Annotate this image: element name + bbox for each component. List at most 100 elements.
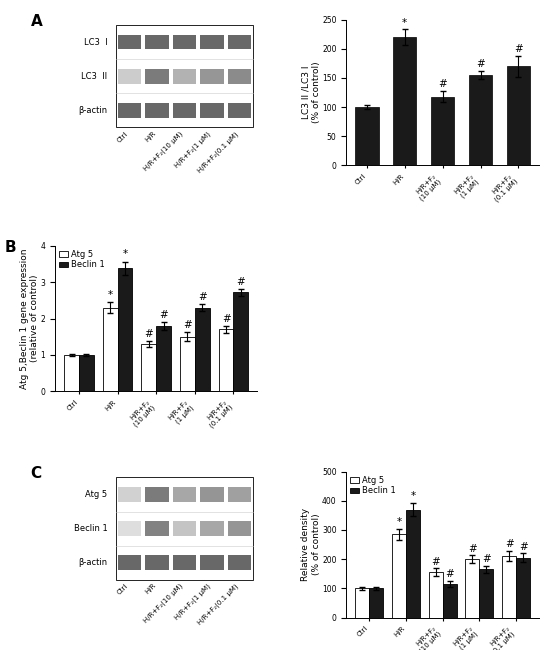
Bar (173, 521, 196, 536)
Bar (480, 569, 493, 618)
Bar (173, 103, 196, 118)
Bar (118, 103, 141, 118)
Bar (118, 70, 141, 84)
Bar (173, 70, 196, 84)
Bar (141, 344, 156, 391)
Text: Atg 5: Atg 5 (85, 490, 108, 499)
Bar (369, 588, 383, 618)
Text: LC3  I: LC3 I (84, 38, 108, 47)
Legend: Atg 5, Beclin 1: Atg 5, Beclin 1 (59, 250, 104, 269)
Text: A: A (31, 14, 42, 29)
Text: #: # (222, 314, 230, 324)
Bar (200, 555, 224, 569)
Bar (118, 555, 141, 569)
Bar (228, 521, 251, 536)
Bar (393, 37, 416, 165)
Text: β-actin: β-actin (79, 558, 108, 567)
Text: *: * (396, 517, 402, 527)
Bar (228, 103, 251, 118)
Bar (355, 588, 369, 618)
Bar (79, 355, 94, 391)
Bar (195, 307, 210, 391)
Text: #: # (519, 541, 527, 552)
Bar (200, 488, 224, 502)
Bar (516, 558, 530, 618)
Bar (228, 35, 251, 49)
Bar (443, 584, 456, 618)
Text: #: # (446, 569, 454, 579)
Text: Ctrl: Ctrl (117, 582, 129, 595)
Bar (103, 307, 118, 391)
Bar (507, 66, 530, 165)
Text: #: # (468, 543, 477, 554)
Y-axis label: Atg 5,Beclin 1 gene expression
(relative of control): Atg 5,Beclin 1 gene expression (relative… (20, 248, 39, 389)
Bar (200, 70, 224, 84)
Text: H/R+F₂(0.1 μM): H/R+F₂(0.1 μM) (196, 582, 240, 626)
Bar (145, 35, 169, 49)
Text: #: # (438, 79, 447, 89)
Text: *: * (402, 18, 407, 28)
Y-axis label: Relative density
(% of control): Relative density (% of control) (301, 508, 321, 581)
Bar (118, 268, 132, 391)
Text: *: * (122, 250, 128, 259)
Bar (116, 25, 254, 127)
Text: LC3  II: LC3 II (81, 72, 108, 81)
Text: #: # (159, 309, 168, 320)
Bar (156, 326, 171, 391)
Bar (180, 337, 195, 391)
Bar (200, 103, 224, 118)
Bar (234, 292, 248, 391)
Text: #: # (505, 540, 514, 549)
Text: H/R+F₂(1 μM): H/R+F₂(1 μM) (174, 131, 212, 169)
Bar (200, 35, 224, 49)
Text: C: C (31, 466, 42, 481)
Text: H/R+F₂(10 μM): H/R+F₂(10 μM) (143, 131, 184, 172)
Bar (392, 534, 406, 618)
Text: H/R+F₂(0.1 μM): H/R+F₂(0.1 μM) (196, 131, 240, 174)
Y-axis label: LC3 II /LC3 I
(% of control): LC3 II /LC3 I (% of control) (301, 62, 321, 124)
Bar (145, 555, 169, 569)
Bar (469, 75, 492, 165)
Bar (228, 555, 251, 569)
Bar (228, 70, 251, 84)
Bar (228, 488, 251, 502)
Bar (173, 35, 196, 49)
Bar (145, 521, 169, 536)
Bar (465, 559, 480, 618)
Text: H/R: H/R (144, 131, 157, 144)
Text: Ctrl: Ctrl (117, 131, 129, 144)
Text: β-actin: β-actin (79, 106, 108, 115)
Legend: Atg 5, Beclin 1: Atg 5, Beclin 1 (350, 476, 396, 495)
Text: #: # (236, 277, 245, 287)
Text: #: # (198, 292, 207, 302)
Bar (145, 70, 169, 84)
Text: #: # (431, 557, 440, 567)
Text: H/R+F₂(10 μM): H/R+F₂(10 μM) (143, 582, 184, 624)
Bar (406, 510, 420, 618)
Bar (118, 521, 141, 536)
Bar (431, 96, 454, 165)
Text: Beclin 1: Beclin 1 (74, 524, 108, 533)
Bar (118, 488, 141, 502)
Text: #: # (183, 320, 192, 330)
Text: #: # (482, 554, 491, 564)
Bar (428, 572, 443, 618)
Bar (173, 555, 196, 569)
Bar (116, 478, 254, 580)
Bar (173, 488, 196, 502)
Bar (200, 521, 224, 536)
Bar (502, 556, 516, 618)
Bar (219, 330, 234, 391)
Bar (145, 488, 169, 502)
Text: *: * (108, 290, 113, 300)
Text: *: * (410, 491, 415, 501)
Bar (64, 355, 79, 391)
Text: #: # (476, 59, 485, 69)
Bar (355, 107, 378, 165)
Bar (145, 103, 169, 118)
Text: H/R: H/R (144, 582, 157, 595)
Text: #: # (514, 44, 523, 54)
Text: B: B (4, 240, 16, 255)
Text: H/R+F₂(1 μM): H/R+F₂(1 μM) (174, 582, 212, 621)
Bar (118, 35, 141, 49)
